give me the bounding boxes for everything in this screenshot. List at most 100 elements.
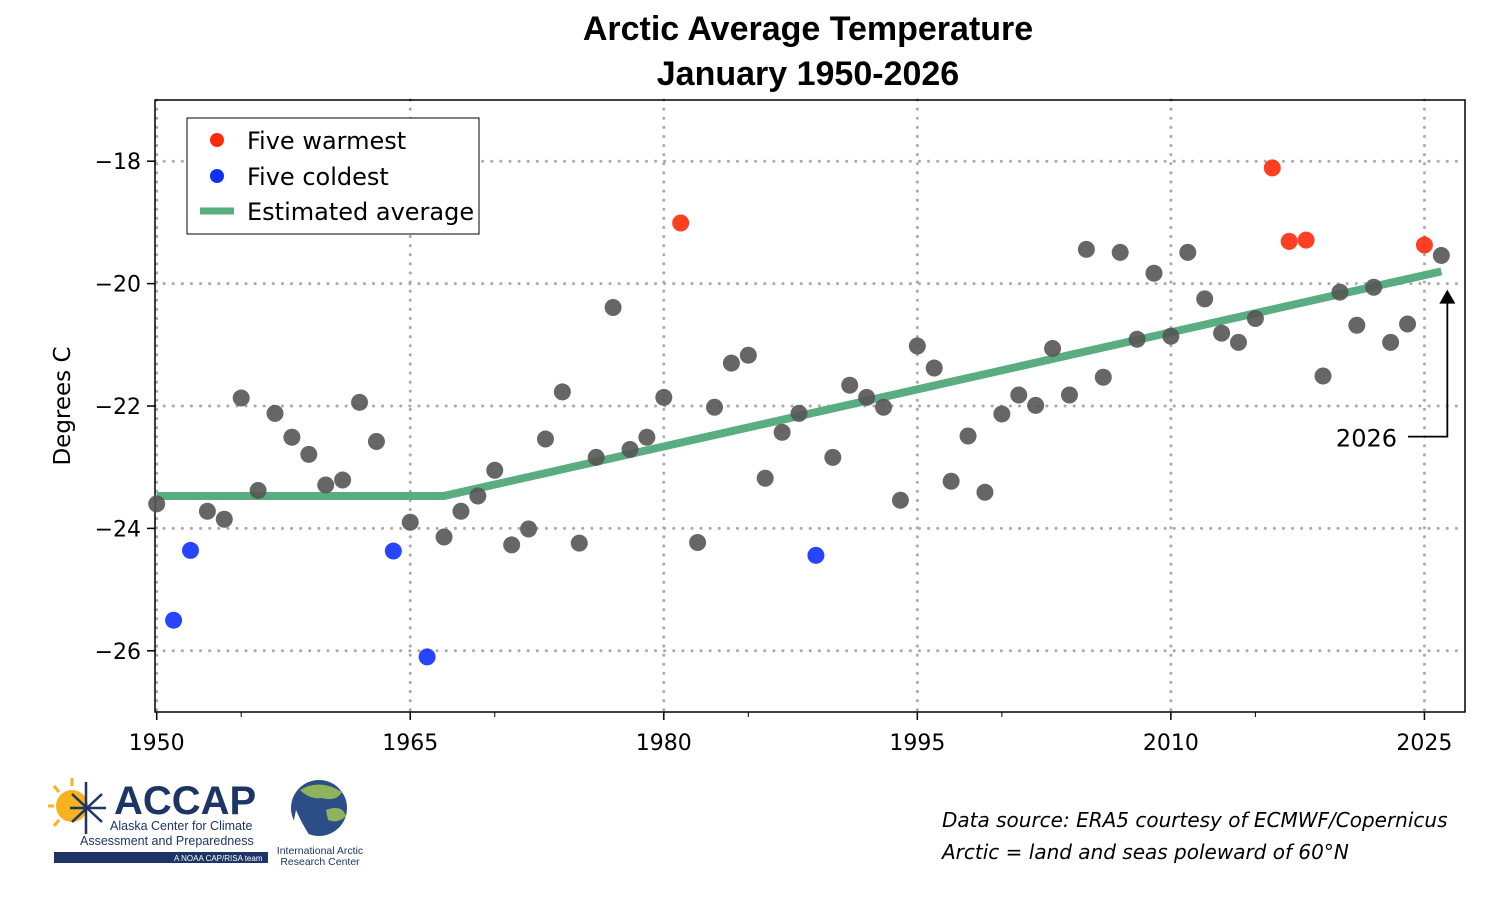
data-point [536,430,554,448]
data-point [1348,316,1366,334]
data-point [300,445,318,463]
data-point [1094,368,1112,386]
data-point [266,404,284,422]
accap-line1: Alaska Center for Climate [110,819,252,833]
legend-label-trend: Estimated average [247,198,474,226]
data-point [993,405,1011,423]
data-point [249,481,267,499]
data-point [1314,367,1332,385]
region-note: Arctic = land and seas poleward of 60°N [942,840,1349,864]
data-point [875,398,893,416]
annotation-label: 2026 [1336,425,1397,453]
iarc-line2: Research Center [280,856,360,868]
legend-marker-warmest [210,133,224,147]
data-point [587,448,605,466]
data-point [1399,315,1417,333]
data-point [283,428,301,446]
plot-frame [154,99,1466,713]
data-point [1179,243,1197,261]
data-point [1044,339,1062,357]
data-point [232,389,250,407]
data-point [1060,386,1078,404]
legend-label-coldest: Five coldest [247,163,389,191]
data-point-coldest [384,542,402,560]
data-point [1382,333,1400,351]
annotation-arrow [1408,295,1449,438]
x-tick-label: 1980 [636,731,692,756]
data-point [959,427,977,445]
data-point [351,393,369,411]
data-point [841,376,859,394]
data-point [503,536,521,554]
data-point [452,502,470,520]
data-point-coldest [165,611,183,629]
data-point [824,448,842,466]
data-point [367,432,385,450]
data-point [334,471,352,489]
data-point-warmest [1297,231,1315,249]
data-point [1077,240,1095,258]
data-point [148,495,166,513]
y-tick-label: −24 [95,517,141,542]
data-point-coldest [418,648,436,666]
data-point [1027,396,1045,414]
x-tick-label: 1995 [889,731,945,756]
data-point [553,383,571,401]
data-point [1213,324,1231,342]
data-point [1331,283,1349,301]
data-point [1128,330,1146,348]
data-point [1145,264,1163,282]
data-point [739,346,757,364]
x-tick-label: 1950 [129,731,185,756]
accap-line2: Assessment and Preparedness [80,834,254,848]
y-tick-label: −22 [95,395,141,420]
data-point [198,502,216,520]
data-point [908,337,926,355]
data-source-note: Data source: ERA5 courtesy of ECMWF/Cope… [942,808,1448,832]
data-point [976,483,994,501]
chart-subtitle: January 1950-2026 [656,55,960,93]
legend-label-warmest: Five warmest [247,127,406,155]
x-tick-label: 1965 [382,731,438,756]
data-point-coldest [181,541,199,559]
data-point [858,388,876,406]
data-point-warmest [672,214,690,232]
data-point [570,534,588,552]
data-point [638,428,656,446]
data-point [705,398,723,416]
data-point [925,359,943,377]
data-point [689,533,707,551]
data-point-warmest [1263,159,1281,177]
data-point [1111,243,1129,261]
data-point-warmest [1280,232,1298,250]
data-point [773,423,791,441]
accap-wordmark: ACCAP [114,779,256,823]
data-point [435,528,453,546]
iarc-logo: International Arctic Research Center [277,780,363,868]
data-point [655,388,673,406]
legend-marker-coldest [210,169,224,183]
y-axis-label: Degrees C [50,346,76,465]
data-point [1162,327,1180,345]
data-point [520,520,538,538]
data-point-coldest [807,546,825,564]
y-tick-label: −26 [95,640,141,665]
data-point [1010,386,1028,404]
arrow-head-icon [1439,289,1456,304]
data-point [722,354,740,372]
data-point [942,472,960,490]
accap-tag: A NOAA CAP/RISA team [174,854,263,863]
data-point [1432,246,1450,264]
data-point [401,513,419,531]
y-tick-label: −20 [95,273,141,298]
data-point [317,476,335,494]
data-point [1229,333,1247,351]
data-point [604,298,622,316]
x-tick-label: 2025 [1396,731,1452,756]
data-point [1246,309,1264,327]
x-tick-label: 2010 [1143,731,1199,756]
chart-title: Arctic Average Temperature [582,10,1034,48]
iarc-line1: International Arctic [277,845,363,857]
data-point [756,469,774,487]
